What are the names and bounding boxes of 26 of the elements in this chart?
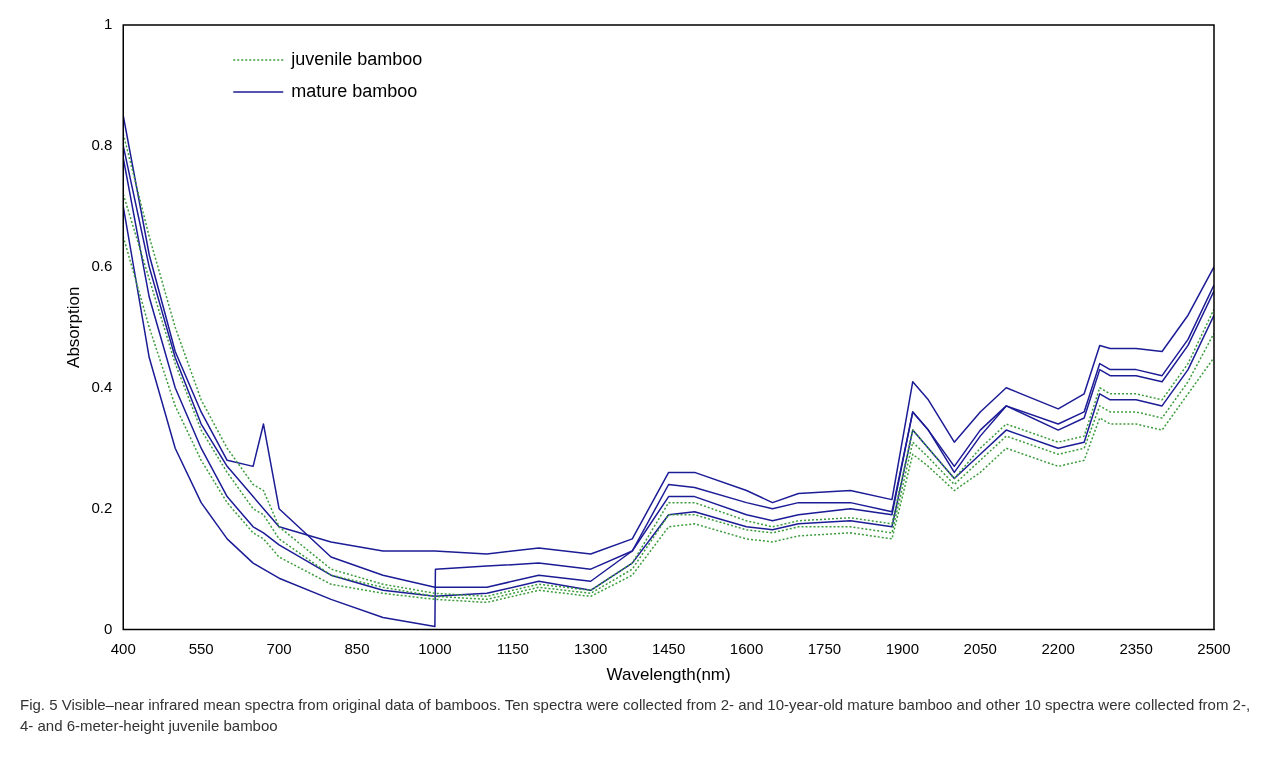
y-tick-label: 0.8 [91, 136, 113, 154]
y-tick-label: 0.4 [91, 377, 113, 395]
y-tick-label: 0.2 [91, 498, 113, 516]
x-tick-label: 2200 [1041, 639, 1075, 657]
x-tick-label: 1750 [807, 639, 842, 657]
x-tick-label: 700 [266, 639, 292, 657]
x-tick-label: 1300 [574, 639, 608, 657]
x-tick-label: 850 [344, 639, 370, 657]
y-tick-label: 0.6 [91, 256, 113, 274]
x-tick-label: 1900 [885, 639, 920, 657]
y-axis-title: Absorption [63, 286, 83, 368]
x-tick-label: 550 [188, 639, 214, 657]
legend-label: mature bamboo [291, 80, 418, 101]
y-tick-label: 0 [103, 619, 113, 637]
y-tick-label: 1 [103, 15, 113, 33]
x-tick-label: 2350 [1119, 639, 1153, 657]
x-tick-label: 2500 [1197, 639, 1231, 657]
x-tick-label: 1150 [496, 639, 529, 657]
x-axis-title: Wavelength(nm) [606, 665, 731, 685]
x-tick-label: 1450 [651, 639, 686, 657]
legend-label: juvenile bamboo [290, 48, 423, 69]
x-tick-label: 1000 [418, 639, 452, 657]
x-tick-label: 2050 [963, 639, 997, 657]
x-tick-label: 1600 [729, 639, 764, 657]
caption: Fig. 5 Visible–near infrared mean spectra from original data of bamboos. Ten spectra were collected from 2- and 10-year-old mature bamboo and other 10 spectra were collected from 2-, 4- and 6-meter-height juvenile bamboo [20, 695, 1252, 736]
x-tick-label: 400 [110, 639, 136, 657]
